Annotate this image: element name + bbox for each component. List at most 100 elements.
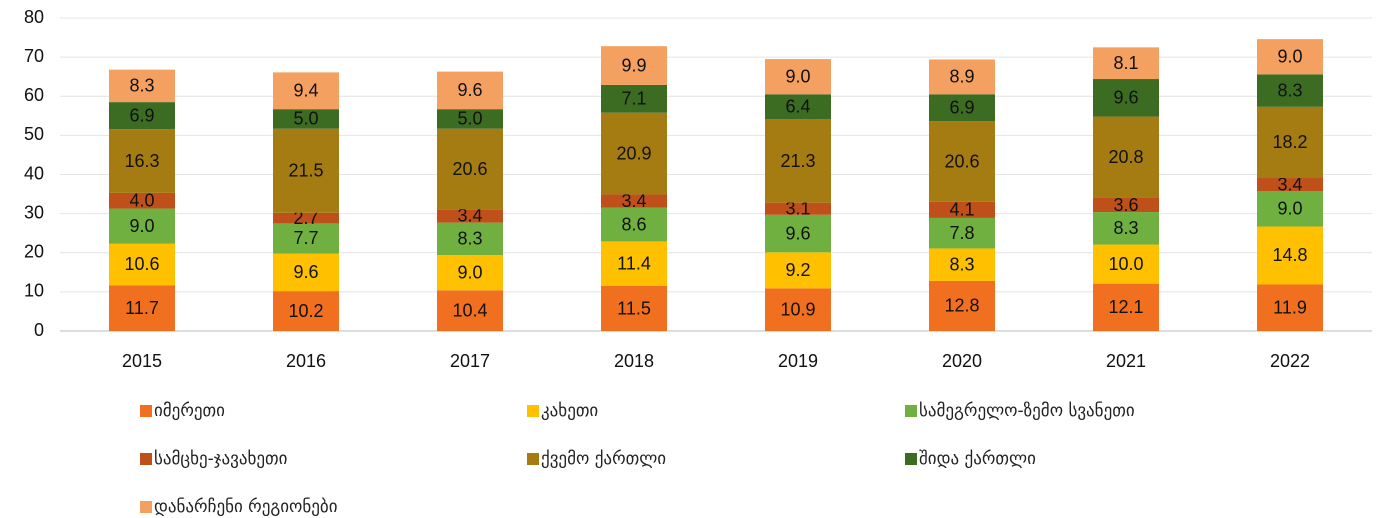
value-label: 21.5 (288, 161, 323, 181)
legend-swatch (905, 453, 917, 465)
bar-segment (765, 59, 831, 95)
value-label: 11.9 (1273, 297, 1307, 317)
value-label: 9.6 (785, 223, 810, 243)
bar-segment (437, 128, 503, 210)
bar-segment (929, 201, 995, 218)
x-tick-label: 2018 (614, 351, 654, 371)
x-tick-label: 2020 (942, 351, 982, 371)
value-label: 9.0 (1277, 199, 1302, 219)
value-label: 10.4 (452, 300, 487, 320)
bar-segment (437, 255, 503, 291)
bar-segment (601, 112, 667, 195)
value-label: 12.1 (1108, 297, 1143, 317)
bar-segment (1257, 191, 1323, 227)
bar-segment (1093, 244, 1159, 284)
bar-segment (109, 208, 175, 244)
value-label: 8.3 (1277, 80, 1302, 100)
y-tick-label: 0 (34, 320, 44, 340)
bar-segment (1093, 79, 1159, 117)
legend-label: შიდა ქართლი (919, 449, 1036, 469)
bar-segment (929, 121, 995, 202)
bar-segment (109, 243, 175, 286)
value-label: 9.0 (457, 262, 482, 282)
legend-label: კახეთი (541, 401, 598, 421)
value-label: 16.3 (124, 151, 159, 171)
bar-segment (601, 84, 667, 113)
legend-swatch (527, 405, 539, 417)
value-label: 20.6 (944, 151, 979, 171)
bar-segment (109, 192, 175, 209)
bar-segment (601, 207, 667, 242)
bar-segment (273, 128, 339, 213)
value-label: 3.1 (785, 198, 810, 218)
value-label: 6.9 (949, 98, 974, 118)
bar-segment (437, 290, 503, 331)
value-label: 2.7 (293, 208, 318, 228)
bar-segment (765, 202, 831, 215)
bar-segment (1093, 116, 1159, 198)
value-label: 4.1 (949, 200, 974, 220)
bar-segment (601, 241, 667, 287)
bar-segment (1093, 212, 1159, 245)
value-label: 10.0 (1108, 254, 1143, 274)
bar-segment (765, 94, 831, 120)
y-tick-label: 30 (24, 202, 44, 222)
bar-segment (437, 71, 503, 110)
bar-segment (1093, 47, 1159, 80)
bar-segment (1093, 283, 1159, 331)
bar-segment (1257, 178, 1323, 192)
bar-segment (601, 286, 667, 331)
value-label: 8.3 (129, 76, 154, 96)
value-label: 7.1 (621, 89, 646, 109)
x-tick-label: 2016 (286, 351, 326, 371)
legend-label: იმერეთი (154, 401, 225, 421)
bar-segment (273, 223, 339, 254)
value-label: 10.2 (288, 301, 323, 321)
bar-segment (437, 209, 503, 223)
value-label: 8.1 (1113, 53, 1138, 73)
bar-segment (929, 280, 995, 331)
value-label: 3.4 (1277, 174, 1302, 194)
value-label: 8.3 (457, 229, 482, 249)
legend-label: ქვემო ქართლი (541, 449, 666, 469)
value-label: 4.0 (129, 190, 154, 210)
bar-segment (273, 253, 339, 292)
value-label: 18.2 (1272, 132, 1307, 152)
value-label: 11.4 (617, 253, 651, 273)
x-tick-label: 2015 (122, 351, 162, 371)
y-tick-label: 20 (24, 242, 44, 262)
value-label: 11.7 (125, 298, 159, 318)
value-label: 3.4 (457, 206, 482, 226)
bar-segment (273, 291, 339, 331)
bar-segment (437, 222, 503, 256)
bar-segment (765, 252, 831, 289)
x-tick-label: 2022 (1270, 351, 1310, 371)
bar-segment (765, 214, 831, 253)
value-label: 6.9 (129, 105, 154, 125)
bar-segment (765, 288, 831, 331)
legend-swatch (527, 453, 539, 465)
bar-segment (273, 72, 339, 110)
bar-segment (929, 94, 995, 122)
legend-label: დანარჩენი რეგიონები (154, 497, 338, 517)
legend-label: სამეგრელო-ზემო სვანეთი (919, 401, 1135, 421)
bar-segment (109, 102, 175, 130)
value-label: 6.4 (785, 97, 810, 117)
bar-segment (929, 217, 995, 249)
value-label: 9.2 (785, 260, 810, 280)
bar-segment (1257, 39, 1323, 75)
x-tick-label: 2019 (778, 351, 818, 371)
value-label: 21.3 (780, 151, 815, 171)
legend-swatch (905, 405, 917, 417)
bar-segment (1257, 226, 1323, 285)
x-tick-label: 2021 (1106, 351, 1146, 371)
value-label: 8.3 (949, 254, 974, 274)
legend-label: სამცხე-ჯავახეთი (154, 449, 287, 469)
legend-swatch (140, 405, 152, 417)
y-tick-label: 80 (24, 7, 44, 27)
legend-swatch (140, 501, 152, 513)
value-label: 9.6 (457, 80, 482, 100)
value-label: 11.5 (617, 298, 651, 318)
bar-segment (109, 285, 175, 331)
bar-segment (601, 194, 667, 208)
